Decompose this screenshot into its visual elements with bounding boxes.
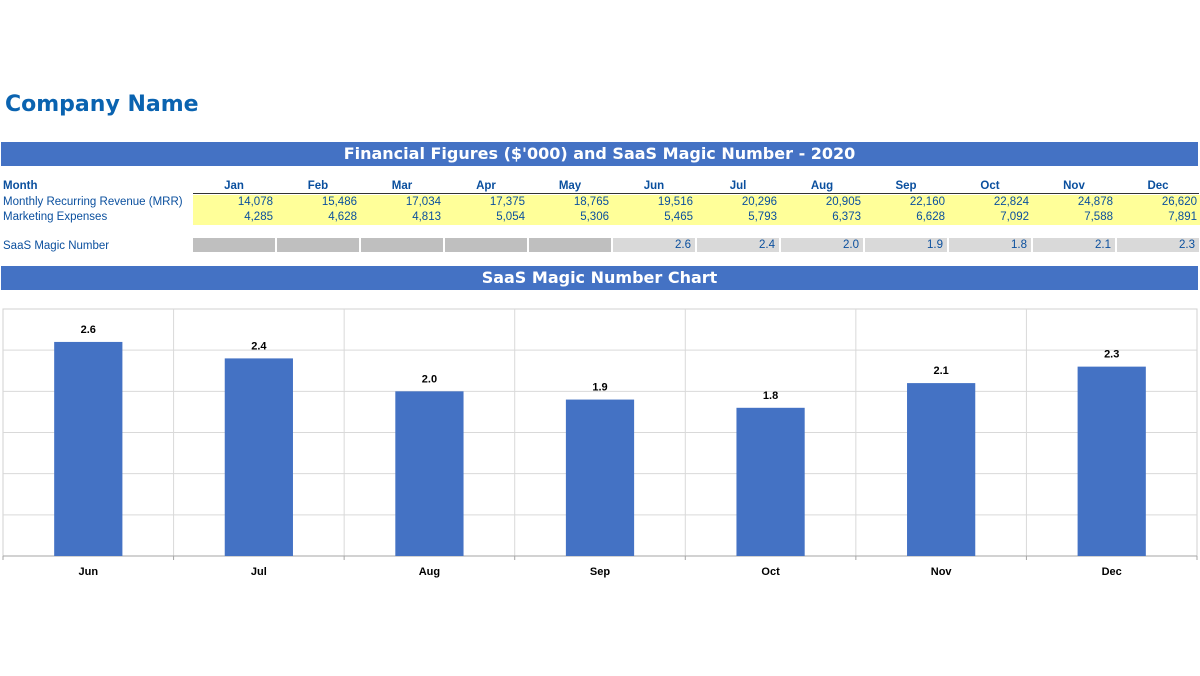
marketing-row-label: Marketing Expenses: [3, 211, 108, 223]
mrr-cell: 22,824: [949, 195, 1033, 210]
magic-number-cell: 2.1: [1033, 238, 1115, 252]
bar-sep: [565, 399, 635, 556]
data-label: 2.4: [251, 340, 267, 352]
mrr-cell: 26,620: [1117, 195, 1200, 210]
marketing-cell: 5,306: [529, 210, 613, 225]
month-header: Mar: [391, 180, 413, 192]
marketing-cell: 5,054: [445, 210, 529, 225]
month-header: Apr: [476, 180, 496, 192]
mrr-cell: 19,516: [613, 195, 697, 210]
marketing-cell: 7,588: [1033, 210, 1117, 225]
mrr-cell: 14,078: [193, 195, 277, 210]
data-label: 1.9: [592, 382, 607, 394]
magic-number-cell: 2.0: [781, 238, 863, 252]
magic-number-cell: [445, 238, 527, 252]
data-label: 2.1: [933, 365, 948, 377]
month-header: Nov: [1063, 180, 1085, 192]
magic-number-cell: 1.8: [949, 238, 1031, 252]
x-tick-label: Jul: [251, 566, 267, 578]
plot-frame: [2, 308, 1198, 557]
marketing-cell: 7,092: [949, 210, 1033, 225]
x-tick-label: Nov: [931, 566, 953, 578]
x-tick-label: Oct: [761, 566, 780, 578]
bar-jul: [224, 358, 293, 556]
data-label: 2.6: [81, 324, 96, 336]
magic-number-cell: 2.3: [1117, 238, 1199, 252]
mrr-cell: 17,034: [361, 195, 445, 210]
table-title-banner: Financial Figures ($'000) and SaaS Magic…: [1, 142, 1198, 166]
data-label: 2.0: [422, 373, 437, 385]
company-name: Company Name: [5, 92, 199, 117]
mrr-cell: 18,765: [529, 195, 613, 210]
marketing-cell: 4,628: [277, 210, 361, 225]
month-header: May: [558, 180, 582, 192]
marketing-cell: 5,465: [613, 210, 697, 225]
marketing-cell: 4,813: [361, 210, 445, 225]
magic-number-row-label: SaaS Magic Number: [3, 240, 110, 252]
bar-oct: [736, 407, 805, 556]
x-tick-label: Dec: [1102, 566, 1122, 578]
mrr-cell: 20,296: [697, 195, 781, 210]
mrr-cell: 20,905: [781, 195, 865, 210]
month-header: Dec: [1147, 180, 1169, 192]
month-header: Jul: [729, 180, 747, 192]
bar-dec: [1077, 366, 1146, 556]
bar-aug: [395, 391, 464, 556]
magic-number-cell: 2.4: [697, 238, 779, 252]
magic-number-cell: [529, 238, 611, 252]
month-header: Sep: [895, 180, 917, 192]
magic-number-cell: 2.6: [613, 238, 695, 252]
magic-number-cell: 1.9: [865, 238, 947, 252]
bar-nov: [907, 383, 976, 556]
data-label: 2.3: [1104, 349, 1119, 361]
magic-number-cell: [193, 238, 275, 252]
month-header: Aug: [810, 180, 834, 192]
mrr-cell: 15,486: [277, 195, 361, 210]
mrr-cell: 17,375: [445, 195, 529, 210]
month-header: Jun: [643, 180, 665, 192]
marketing-cell: 5,793: [697, 210, 781, 225]
month-header: Feb: [307, 180, 329, 192]
month-header: Jan: [224, 180, 244, 192]
marketing-cell: 7,891: [1117, 210, 1200, 225]
marketing-cell: 6,373: [781, 210, 865, 225]
month-header-label: Month: [3, 180, 38, 192]
x-tick-label: Jun: [79, 566, 99, 578]
magic-number-cell: [277, 238, 359, 252]
mrr-cell: 22,160: [865, 195, 949, 210]
chart-title-banner: SaaS Magic Number Chart: [1, 266, 1198, 290]
bar-jun: [54, 341, 123, 556]
magic-number-cell: [361, 238, 443, 252]
header-rule: [193, 193, 1199, 194]
marketing-cell: 6,628: [865, 210, 949, 225]
mrr-row-label: Monthly Recurring Revenue (MRR): [3, 196, 183, 208]
data-label: 1.8: [763, 390, 778, 402]
x-tick-label: Aug: [419, 566, 440, 578]
mrr-cell: 24,878: [1033, 195, 1117, 210]
month-header: Oct: [980, 180, 1000, 192]
x-tick-label: Sep: [590, 566, 610, 578]
marketing-cell: 4,285: [193, 210, 277, 225]
